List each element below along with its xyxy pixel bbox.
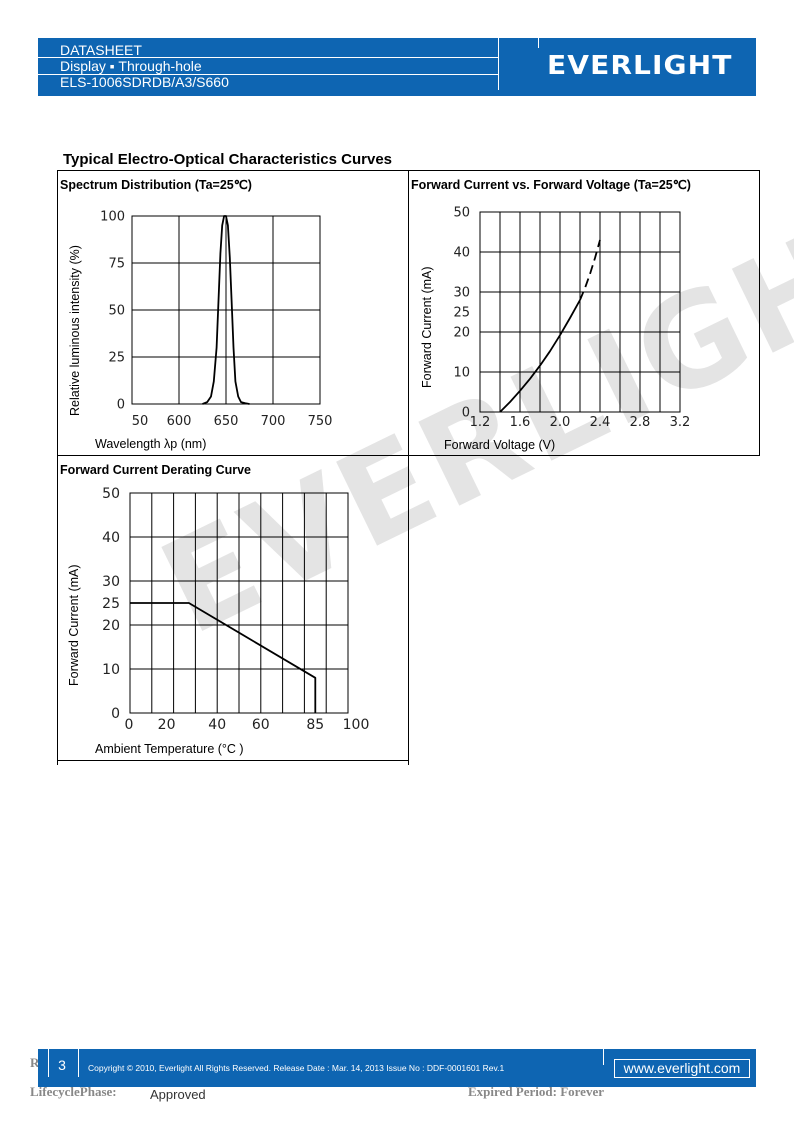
page-number: 3 [58, 1057, 66, 1073]
y-tick-label: 100 [100, 210, 125, 225]
lifecycle-label: LifecyclePhase: [30, 1084, 117, 1099]
y-tick-label: 50 [453, 206, 470, 221]
y-tick-label: 10 [102, 662, 120, 678]
footer-divider [78, 1049, 79, 1077]
y-tick-label: 0 [462, 406, 470, 421]
x-tick-label: 650 [214, 414, 239, 429]
y-tick-label: 0 [117, 398, 125, 413]
y-tick-label: 40 [453, 246, 470, 261]
lifecycle-value: Approved [150, 1087, 206, 1102]
chart1-title: Spectrum Distribution (Ta=25℃) [60, 178, 252, 192]
series-line [499, 299, 581, 413]
part-number: ELS-1006SDRDB/A3/S660 [60, 74, 229, 90]
x-tick-label: 1.2 [470, 415, 491, 430]
y-tick-label: 25 [108, 351, 125, 366]
expired-period: Expired Period: Forever [468, 1084, 604, 1099]
y-tick-label: 0 [111, 706, 120, 722]
x-tick-label: 1.6 [510, 415, 531, 430]
y-tick-label: 20 [453, 326, 470, 341]
header-divider [538, 38, 539, 48]
section-title: Typical Electro-Optical Characteristics … [63, 151, 393, 168]
doc-type: DATASHEET [60, 42, 142, 58]
x-tick-label: 0 [125, 717, 134, 733]
footer-r: R [30, 1055, 40, 1070]
copyright-text: Copyright © 2010, Everlight All Rights R… [88, 1063, 505, 1073]
y-tick-label: 10 [453, 366, 470, 381]
header-divider [498, 38, 499, 90]
x-tick-label: 50 [132, 414, 149, 429]
x-tick-label: 700 [261, 414, 286, 429]
footer-divider [48, 1049, 49, 1077]
chart2-title: Forward Current vs. Forward Voltage (Ta=… [411, 178, 691, 192]
chart1-xlabel: Wavelength λp (nm) [95, 437, 207, 451]
series-line [202, 215, 250, 405]
chart3-title: Forward Current Derating Curve [60, 463, 252, 477]
series-line [130, 602, 317, 713]
series-line [579, 239, 601, 301]
y-tick-label: 50 [102, 486, 120, 502]
chart3-xlabel: Ambient Temperature (°C ) [95, 742, 244, 756]
y-tick-label: 25 [453, 306, 470, 321]
x-tick-label: 2.8 [630, 415, 651, 430]
website-link[interactable]: www.everlight.com [614, 1059, 750, 1078]
plot-frame [479, 211, 681, 413]
y-tick-label: 75 [108, 257, 125, 272]
x-tick-label: 3.2 [670, 415, 691, 430]
header-divider [38, 57, 498, 58]
y-tick-label: 30 [102, 574, 120, 590]
y-tick-label: 20 [102, 618, 120, 634]
x-tick-label: 2.0 [550, 415, 571, 430]
footer-divider [603, 1049, 604, 1065]
x-tick-label: 40 [208, 717, 226, 733]
product-category: Display ▪ Through-hole [60, 58, 202, 74]
y-tick-label: 25 [102, 596, 120, 612]
x-tick-label: 600 [167, 414, 192, 429]
y-tick-label: 50 [108, 304, 125, 319]
header-divider [38, 74, 498, 75]
y-tick-label: 30 [453, 286, 470, 301]
x-tick-label: 2.4 [590, 415, 611, 430]
x-tick-label: 750 [308, 414, 333, 429]
x-tick-label: 85 [306, 717, 324, 733]
page-header: DATASHEET Display ▪ Through-hole ELS-100… [38, 38, 756, 96]
y-tick-label: 40 [102, 530, 120, 546]
x-tick-label: 20 [158, 717, 176, 733]
x-tick-label: 100 [343, 717, 370, 733]
chart2-xlabel: Forward Voltage (V) [444, 438, 556, 452]
x-tick-label: 60 [252, 717, 270, 733]
company-logo: EVERLIGHT [547, 51, 733, 81]
page-footer: 3 Copyright © 2010, Everlight All Rights… [38, 1049, 756, 1087]
